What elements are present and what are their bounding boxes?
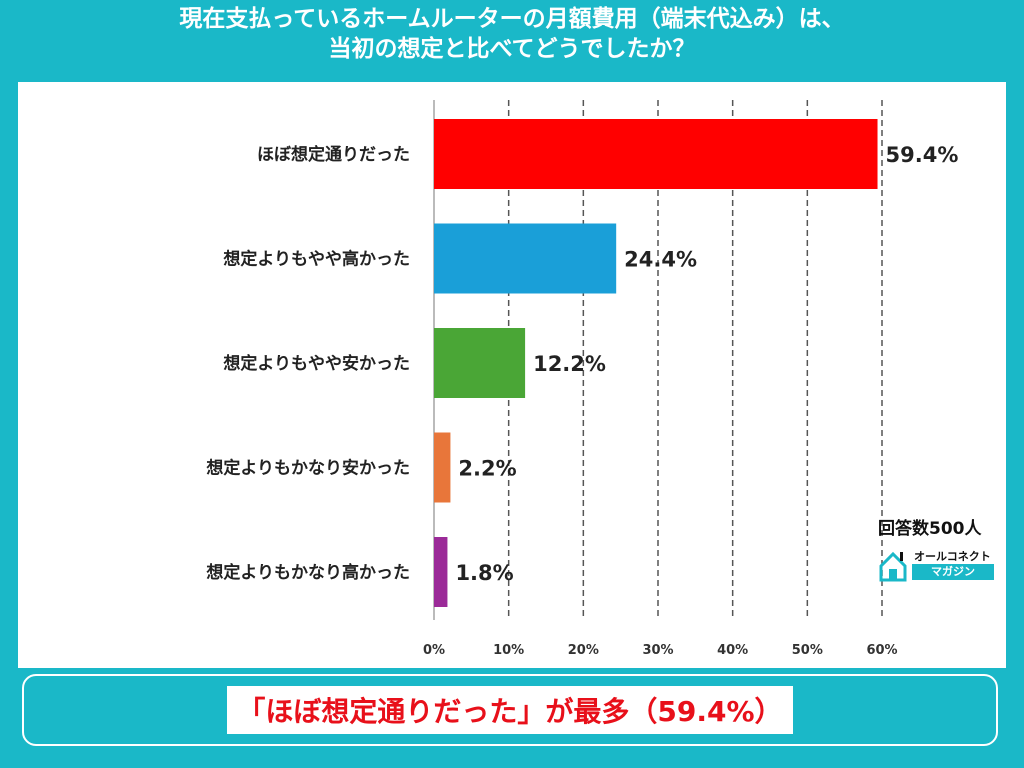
x-tick-label: 0%: [423, 643, 445, 658]
bar: [434, 432, 451, 503]
bar: [434, 537, 448, 607]
category-label: 想定よりもやや安かった: [223, 353, 410, 374]
logo-text-bottom: マガジン: [912, 564, 994, 580]
logo: オールコネクト マガジン: [878, 548, 998, 584]
value-label: 59.4%: [886, 143, 959, 167]
title-line-1: 現在支払っているホームルーターの月額費用（端末代込み）は、: [179, 6, 845, 32]
x-tick-label: 10%: [493, 643, 524, 658]
x-tick-label: 60%: [866, 643, 897, 658]
bar: [434, 223, 617, 294]
category-label: 想定よりもかなり高かった: [206, 562, 410, 583]
value-label: 1.8%: [455, 561, 513, 585]
chart-title: 現在支払っているホームルーターの月額費用（端末代込み）は、 当初の想定と比べてど…: [0, 4, 1024, 64]
bar: [434, 119, 878, 189]
summary-banner: 「ほぼ想定通りだった」が最多（59.4%）: [22, 674, 998, 746]
category-label: 想定よりもかなり安かった: [206, 458, 410, 479]
category-label: 想定よりもやや高かった: [223, 249, 410, 270]
x-tick-label: 30%: [642, 643, 673, 658]
summary-text: 「ほぼ想定通りだった」が最多（59.4%）: [227, 686, 793, 734]
value-label: 2.2%: [458, 457, 516, 481]
x-tick-label: 50%: [792, 643, 823, 658]
title-line-2: 当初の想定と比べてどうでしたか？: [328, 36, 696, 62]
value-label: 12.2%: [533, 352, 606, 376]
logo-text-top: オールコネクト: [914, 550, 991, 563]
house-icon: [879, 551, 907, 582]
x-tick-label: 40%: [717, 643, 748, 658]
value-label: 24.4%: [624, 248, 697, 272]
x-tick-label: 20%: [568, 643, 599, 658]
category-label: ほぼ想定通りだった: [257, 144, 410, 165]
bar: [434, 328, 526, 398]
respondent-count: 回答数500人: [878, 519, 982, 539]
